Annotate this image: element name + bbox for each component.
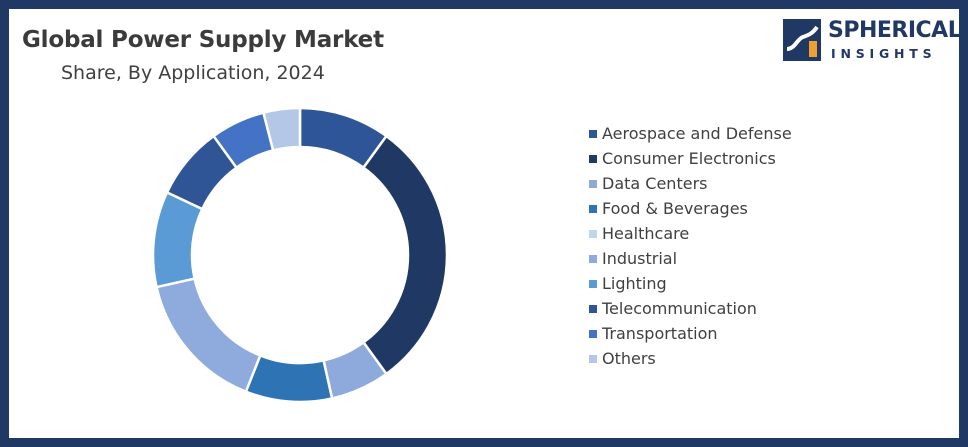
legend-item-food-and-beverages: Food & Beverages	[589, 196, 792, 221]
legend-swatch	[589, 354, 597, 363]
legend-label: Lighting	[602, 274, 667, 293]
legend-item-lighting: Lighting	[589, 271, 792, 296]
legend-item-telecommunication: Telecommunication	[589, 296, 792, 321]
legend-swatch	[589, 279, 597, 288]
donut-slice-consumer-electronics	[361, 134, 449, 376]
legend-label: Data Centers	[602, 174, 708, 193]
legend-label: Others	[602, 349, 656, 368]
legend-swatch	[589, 204, 597, 213]
legend-swatch	[589, 129, 597, 138]
legend-label: Telecommunication	[602, 299, 757, 318]
chart-title: Global Power Supply Market	[22, 27, 384, 53]
legend-swatch	[589, 304, 597, 313]
company-logo: SPHERICAL INSIGHTS	[783, 17, 962, 65]
legend-label: Industrial	[602, 249, 678, 268]
legend-swatch	[589, 254, 597, 263]
legend-swatch	[589, 179, 597, 188]
legend-label: Consumer Electronics	[602, 149, 776, 168]
legend-item-data-centers: Data Centers	[589, 171, 792, 196]
legend-swatch	[589, 154, 597, 163]
legend-label: Transportation	[602, 324, 718, 343]
donut-chart	[151, 106, 449, 404]
legend-item-healthcare: Healthcare	[589, 221, 792, 246]
donut-slice-industrial	[155, 277, 262, 394]
legend-swatch	[589, 329, 597, 338]
logo-mark-icon	[783, 19, 821, 61]
legend-item-aerospace-and-defense: Aerospace and Defense	[589, 121, 792, 146]
legend-swatch	[589, 229, 597, 238]
donut-slice-others	[261, 106, 302, 152]
chart-legend: Aerospace and Defense Consumer Electronic…	[589, 121, 792, 371]
legend-item-industrial: Industrial	[589, 246, 792, 271]
logo-text-secondary: INSIGHTS	[831, 46, 937, 61]
legend-item-transportation: Transportation	[589, 321, 792, 346]
legend-item-consumer-electronics: Consumer Electronics	[589, 146, 792, 171]
chart-subtitle: Share, By Application, 2024	[61, 62, 325, 84]
legend-label: Healthcare	[602, 224, 690, 243]
logo-text-primary: SPHERICAL	[828, 18, 962, 43]
legend-item-others: Others	[589, 346, 792, 371]
legend-label: Food & Beverages	[602, 199, 748, 218]
legend-label: Aerospace and Defense	[602, 124, 792, 143]
